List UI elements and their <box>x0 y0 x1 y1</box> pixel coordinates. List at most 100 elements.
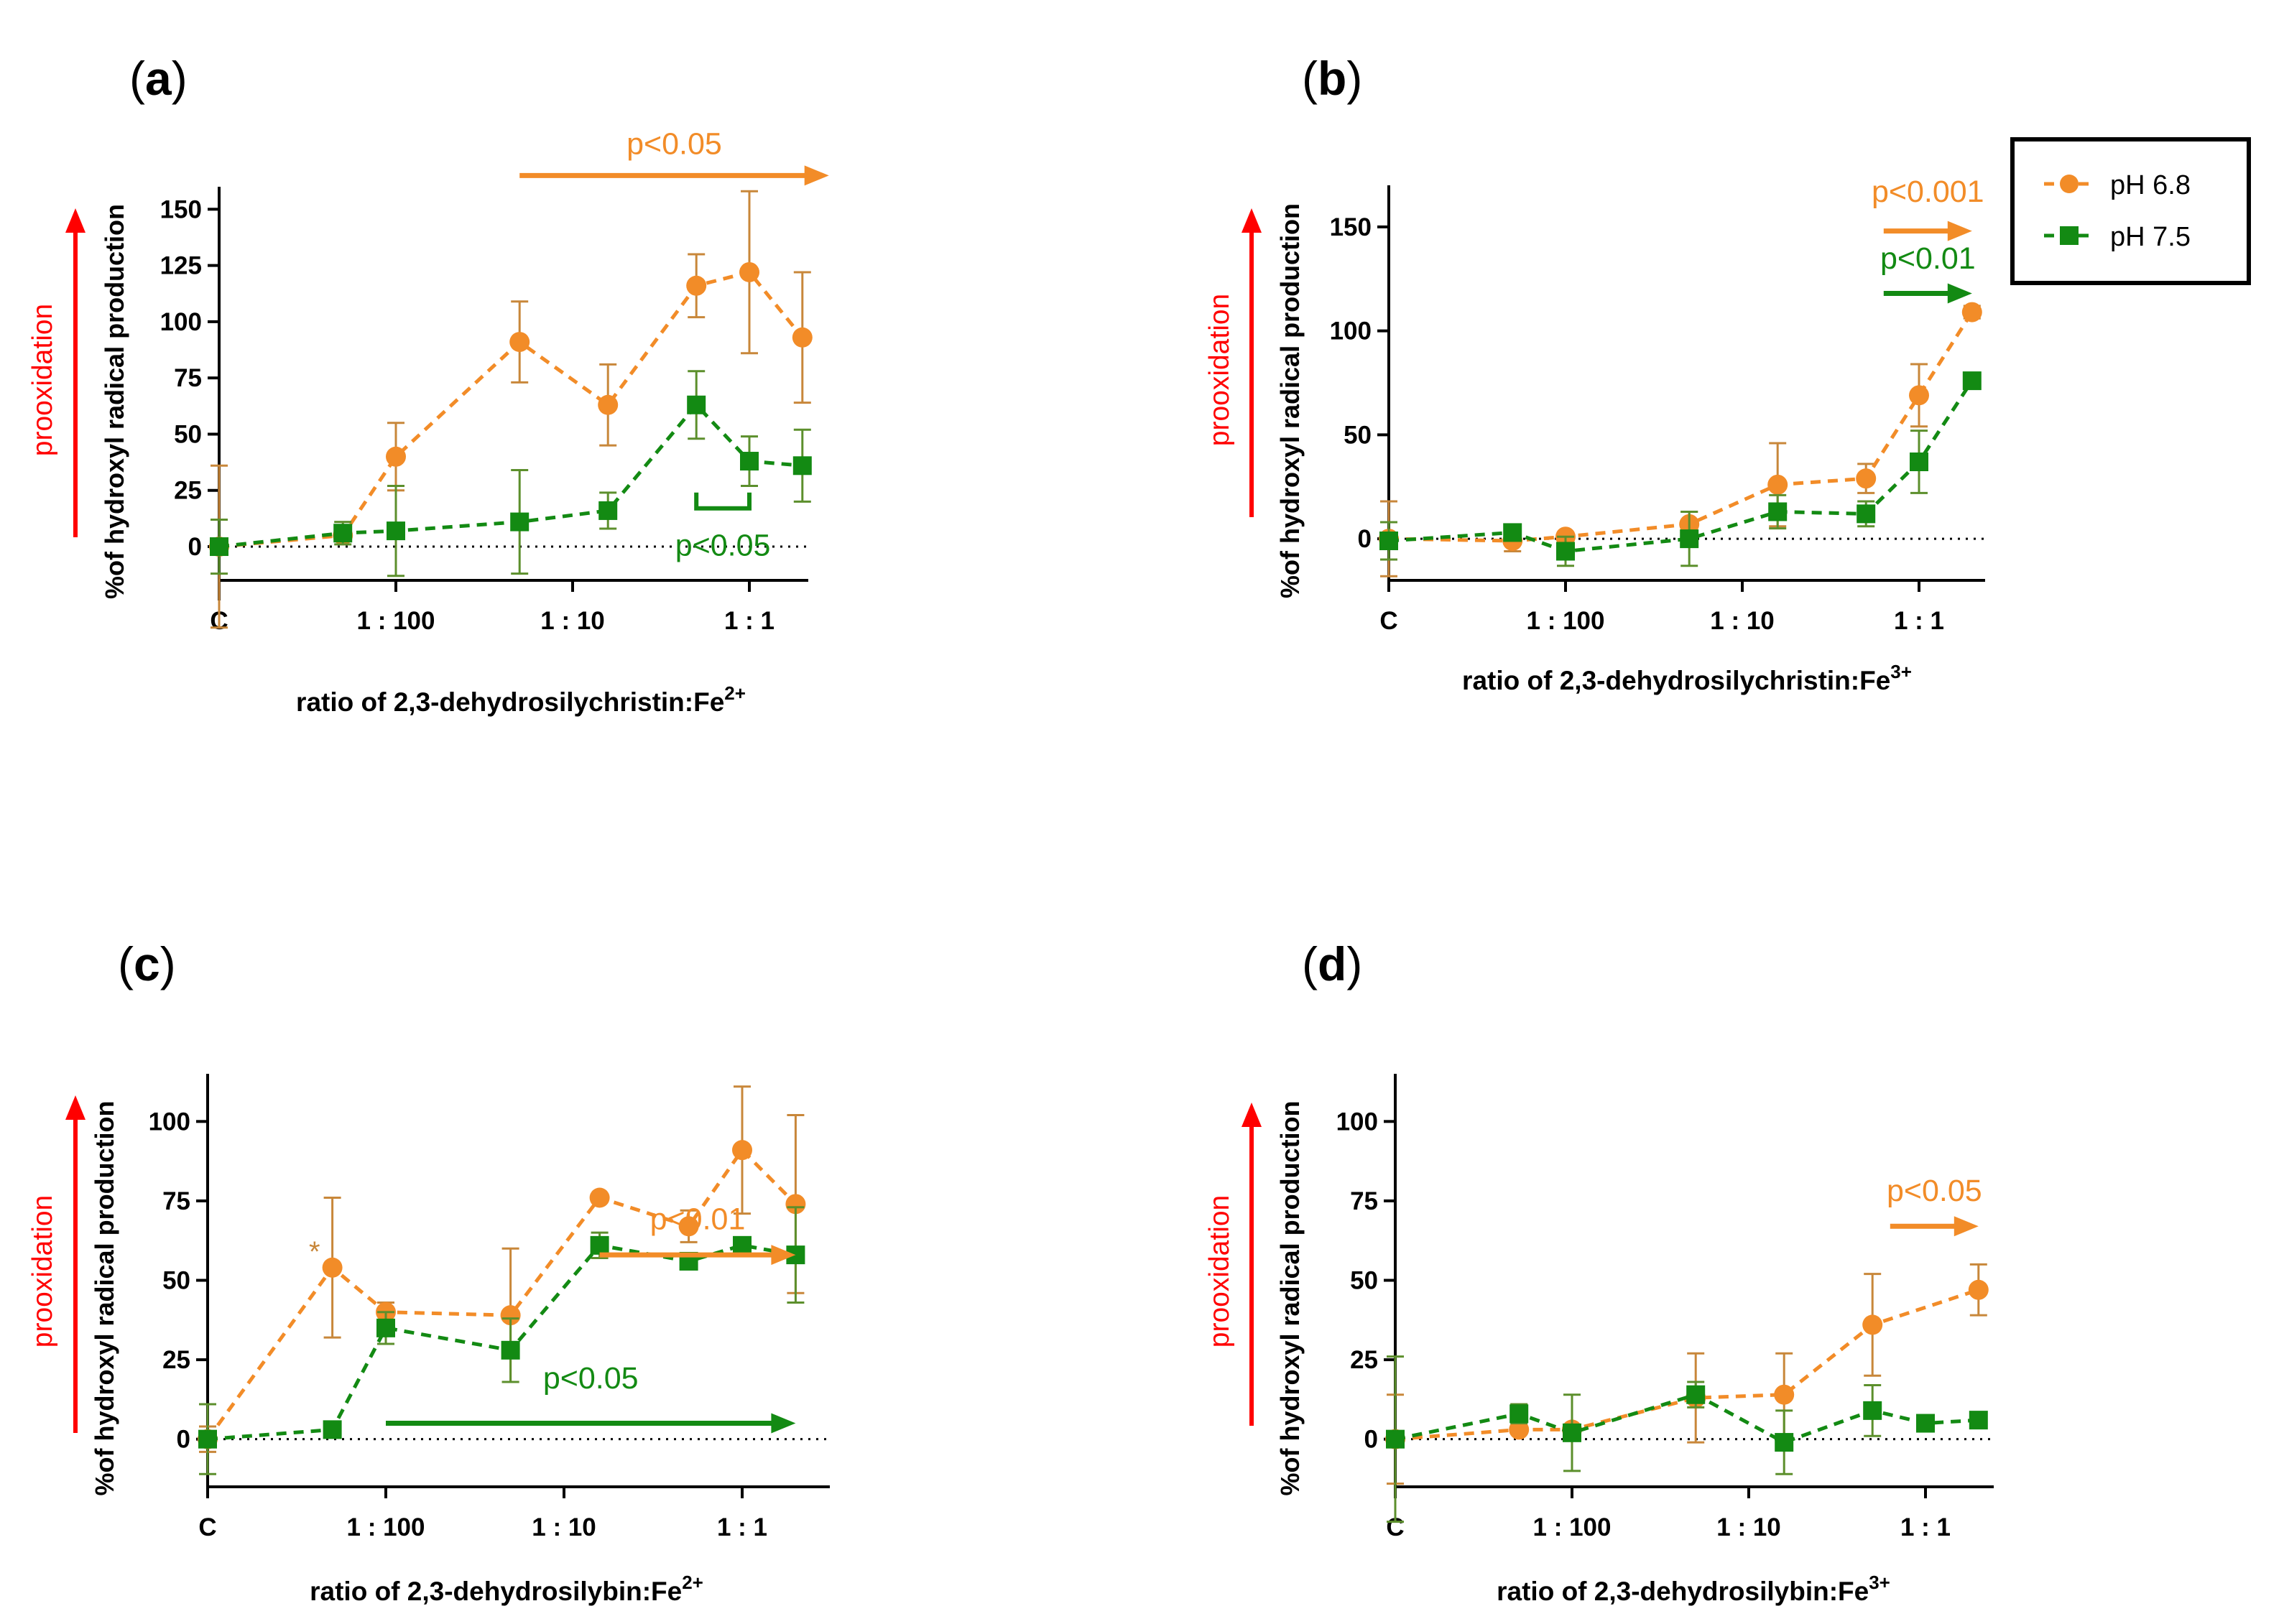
data-point-ph68 <box>1961 302 1982 323</box>
y-tick-label: 100 <box>149 1108 190 1136</box>
y-tick-label: 50 <box>174 420 202 448</box>
y-tick-label: 75 <box>174 364 202 392</box>
data-point-ph68 <box>678 1216 699 1237</box>
data-point-ph75 <box>387 521 405 541</box>
data-point-ph75 <box>323 1420 342 1439</box>
y-axis-label: %of hydroxyl radical production <box>1275 203 1305 598</box>
y-tick-label: 100 <box>1336 1108 1378 1136</box>
data-point-ph75 <box>1768 502 1788 521</box>
significance-label: p<0.01 <box>650 1202 746 1237</box>
legend-label-ph75: pH 7.5 <box>2110 222 2191 252</box>
significance-label: p<0.05 <box>543 1361 639 1396</box>
significance-asterisk: * <box>309 1236 320 1268</box>
data-point-ph68 <box>1856 468 1877 489</box>
panel-b: 0 50 100 150 C 1 : 100 1 : 10 1 : 1 %of hydroxyl… <box>1204 175 1985 695</box>
prooxidation-arrow-head <box>65 208 85 233</box>
prooxidation-arrow-head <box>1242 1103 1262 1127</box>
x-axis-label: ratio of 2,3-dehydrosilychristin:Fe3+ <box>1462 661 1912 695</box>
data-point-ph75 <box>1386 1429 1405 1449</box>
y-tick-label: 150 <box>1330 213 1372 241</box>
significance-label: p<0.01 <box>1880 241 1976 276</box>
significance-label: p<0.001 <box>1872 175 1984 209</box>
panel-label-c: (c) <box>118 937 176 990</box>
prooxidation-label: prooxidation <box>1204 294 1235 446</box>
x-tick-label: C <box>1379 607 1397 635</box>
x-tick-label: 1 : 100 <box>347 1513 425 1541</box>
data-point-ph68 <box>686 275 707 296</box>
x-tick-label: 1 : 10 <box>540 607 605 635</box>
data-point-ph68 <box>1862 1314 1883 1335</box>
y-axis-label: %of hydroxyl radical production <box>1275 1100 1305 1495</box>
data-point-ph68 <box>1909 385 1929 406</box>
x-tick-label: 1 : 1 <box>717 1513 767 1541</box>
data-point-ph75 <box>590 1235 609 1255</box>
legend-label-ph68: pH 6.8 <box>2110 170 2191 200</box>
x-tick-label: 1 : 10 <box>1710 607 1775 635</box>
data-point-ph75 <box>1969 1411 1988 1430</box>
data-point-ph75 <box>1857 504 1876 524</box>
panel-c: 0 25 50 75 100 C 1 : 100 1 : 10 1 : 1 %of hydroxy… <box>27 1074 830 1606</box>
data-point-ph75 <box>210 537 228 557</box>
data-point-ph68 <box>1767 474 1788 495</box>
data-point-ph68 <box>792 327 813 348</box>
panel-label-a: (a) <box>129 52 188 105</box>
x-tick-label: 1 : 100 <box>1527 607 1605 635</box>
data-point-ph68 <box>739 261 759 282</box>
legend-marker-ph75 <box>2060 226 2079 245</box>
data-point-ph75 <box>733 1235 752 1255</box>
y-tick-label: 50 <box>1350 1267 1378 1295</box>
series-line-ph75 <box>218 402 803 549</box>
panel-label-b: (b) <box>1302 52 1362 105</box>
y-tick-label: 100 <box>1330 317 1372 345</box>
data-point-ph68 <box>1509 1419 1530 1440</box>
data-point-ph75 <box>1680 529 1699 549</box>
data-point-ph68 <box>598 394 619 415</box>
data-point-ph75 <box>1863 1401 1882 1420</box>
significance-arrow-head <box>771 1245 796 1266</box>
data-point-ph68 <box>1968 1279 1989 1300</box>
data-point-ph75 <box>510 512 530 532</box>
data-point-ph75 <box>598 501 618 520</box>
y-tick-label: 0 <box>1358 525 1372 553</box>
x-tick-label: 1 : 10 <box>1716 1513 1781 1541</box>
data-point-ph68 <box>589 1187 610 1208</box>
data-point-ph68 <box>322 1257 343 1278</box>
significance-label: p<0.05 <box>675 529 771 563</box>
significance-arrow-head <box>1947 221 1972 241</box>
legend-marker-ph68 <box>2060 175 2079 193</box>
significance-arrow-head <box>1954 1216 1979 1237</box>
data-point-ph68 <box>500 1305 521 1326</box>
data-point-ph75 <box>792 456 812 475</box>
significance-arrow-head <box>804 165 829 186</box>
x-tick-label: 1 : 1 <box>1894 607 1944 635</box>
data-point-ph75 <box>1910 453 1928 471</box>
x-tick-label: C <box>198 1513 216 1541</box>
series-line-ph68 <box>218 270 804 549</box>
series-line-ph68 <box>1388 311 1974 543</box>
data-point-ph75 <box>333 524 353 543</box>
data-point-ph75 <box>376 1318 395 1337</box>
prooxidation-label: prooxidation <box>27 1195 58 1347</box>
x-tick-label: 1 : 100 <box>1533 1513 1612 1541</box>
x-tick-label: 1 : 1 <box>1900 1513 1951 1541</box>
data-point-ph68 <box>785 1194 806 1215</box>
y-tick-label: 25 <box>162 1346 190 1374</box>
y-tick-label: 75 <box>1350 1187 1378 1215</box>
data-point-ph75 <box>740 452 759 471</box>
x-axis-label: ratio of 2,3-dehydrosilybin:Fe3+ <box>1497 1572 1890 1606</box>
data-point-ph75 <box>1962 371 1982 391</box>
y-tick-label: 50 <box>1344 421 1372 449</box>
y-tick-label: 25 <box>1350 1346 1378 1374</box>
significance-arrow-head <box>771 1413 796 1434</box>
data-point-ph68 <box>386 446 406 467</box>
data-point-ph75 <box>1686 1385 1706 1404</box>
prooxidation-arrow-head <box>1242 208 1262 233</box>
data-point-ph75 <box>1509 1404 1529 1424</box>
significance-bracket <box>694 492 752 511</box>
x-tick-label: 1 : 1 <box>724 607 775 635</box>
data-point-ph75 <box>198 1429 217 1449</box>
significance-label: p<0.05 <box>1887 1174 1982 1208</box>
